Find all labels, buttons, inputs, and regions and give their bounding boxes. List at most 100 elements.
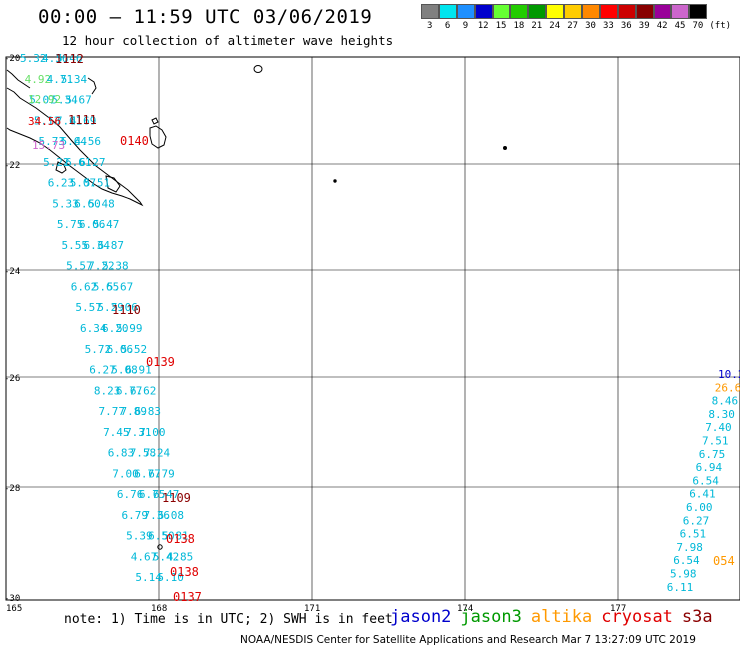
wave-height-label: 5.57 xyxy=(66,260,93,273)
wave-height-label: 5.65 xyxy=(93,280,120,293)
satellite-cryosat: cryosat xyxy=(601,607,673,627)
wave-height-label: 6.20 xyxy=(102,322,129,335)
wave-height-label: 6.51 xyxy=(680,528,707,541)
legend-label-42: 42 xyxy=(656,21,668,31)
wave-height-label: 5.72 xyxy=(85,343,112,356)
pass-time-label: 0139 xyxy=(146,355,175,369)
pass-time-label: 0138 xyxy=(166,532,195,546)
legend-label-6: 6 xyxy=(444,21,451,31)
wave-height-label: 5.99 xyxy=(116,322,143,335)
legend-swatch-36 xyxy=(617,4,636,19)
pass-time-label: 1109 xyxy=(162,491,191,505)
wave-height-label: 5.42 xyxy=(153,550,180,563)
legend-label-33: 33 xyxy=(603,21,614,31)
wave-height-label-green: 12.92 xyxy=(28,93,61,106)
lon-tick-label: 177 xyxy=(610,604,626,614)
island-mare xyxy=(55,161,67,174)
legend-label-18: 18 xyxy=(513,21,525,31)
satellite-track-east: 10.226.68.468.307.407.516.756.946.546.41… xyxy=(667,368,740,594)
wave-height-label: 7.89 xyxy=(120,405,147,418)
legend-swatch-45 xyxy=(671,4,690,19)
pass-time-label: 0137 xyxy=(173,590,202,604)
legend-label-3: 3 xyxy=(427,21,433,31)
satellite-jason3: jason3 xyxy=(460,607,522,627)
wave-height-label: 5.64 xyxy=(60,135,87,148)
wave-height-label: 6.27 xyxy=(79,156,106,169)
wave-height-label: 5.57 xyxy=(75,301,102,314)
wave-height-label: 5.33 xyxy=(52,197,79,210)
lat-tick-label: -28 xyxy=(4,484,20,494)
wave-height-label: 5.38 xyxy=(102,260,128,273)
wave-height-label: 5.46 xyxy=(56,52,83,65)
wave-height-label: 5.14 xyxy=(135,571,162,584)
wave-height-label: 5.98 xyxy=(670,568,697,581)
legend-label-70: 70 xyxy=(692,21,704,31)
wave-height-label: 7.00 xyxy=(112,467,139,480)
wave-height-legend: 3 6 9 12 15 18 21 24 27 30 33 36 39 42 45 70 (ft) xyxy=(421,4,731,33)
map-title: 00:00 — 11:59 UTC 03/06/2019 xyxy=(38,6,373,28)
wave-height-label: 6.34 xyxy=(80,322,107,335)
special-labels: 34.56 15.73 12.92 xyxy=(28,93,65,152)
wave-height-label: 8.23 xyxy=(94,384,121,397)
wave-height-label-red: 34.56 xyxy=(28,115,61,128)
legend-swatch-6 xyxy=(438,4,457,19)
wave-height-label: 6.47 xyxy=(153,488,180,501)
legend-swatch-18 xyxy=(510,4,529,19)
wave-height-label: 6.79 xyxy=(148,467,175,480)
wave-height-label: 6.54 xyxy=(692,474,719,487)
note-text: note: 1) Time is in UTC; 2) SWH is in fe… xyxy=(64,612,393,627)
lon-tick-label: 174 xyxy=(457,604,473,614)
legend-swatch-24 xyxy=(546,4,565,19)
wave-height-label: 7.00 xyxy=(139,426,166,439)
wave-height-label: 6.11 xyxy=(667,581,694,594)
wave-height-label: 5.48 xyxy=(88,197,115,210)
wave-height-label: 5.47 xyxy=(93,218,120,231)
legend-label-21: 21 xyxy=(531,21,543,31)
wave-height-label: 7.98 xyxy=(676,541,703,554)
wave-height-label: 6.62 xyxy=(71,280,98,293)
wave-height-label: 4.69 xyxy=(70,114,97,127)
wave-height-label: 4.56 xyxy=(74,135,101,148)
wave-height-label: 5.08 xyxy=(111,364,138,377)
satellite-jason2: jason2 xyxy=(390,607,452,627)
wave-height-label: 26.6 xyxy=(715,381,740,394)
coastline xyxy=(6,65,507,550)
legend-swatch-9 xyxy=(456,4,475,19)
wave-height-label: 6.61 xyxy=(65,156,92,169)
wave-height-label: 7.77 xyxy=(98,405,125,418)
wave-height-label: 6.34 xyxy=(84,239,111,252)
wave-height-label: 5.32 xyxy=(20,52,47,65)
footer-credit: NOAA/NESDIS Center for Satellite Applica… xyxy=(240,634,696,646)
reef-north xyxy=(6,69,31,89)
wave-height-label: 4.92 xyxy=(25,73,52,86)
wave-height-label: 8.46 xyxy=(712,395,739,408)
wave-height-label: 7.24 xyxy=(144,447,171,460)
legend-label-39: 39 xyxy=(638,21,650,31)
legend-label-36: 36 xyxy=(620,21,632,31)
wave-height-label: 5.75 xyxy=(57,218,84,231)
wave-height-label: 10.2 xyxy=(718,368,740,381)
wave-height-label: 5.73 xyxy=(38,135,65,148)
islet-norfolk xyxy=(157,544,163,550)
wave-height-label: 6.91 xyxy=(125,364,152,377)
wave-height-label: 7.36 xyxy=(144,509,171,522)
legend-swatch-39 xyxy=(635,4,654,19)
legend-unit: (ft) xyxy=(709,21,732,31)
wave-height-label: 6.00 xyxy=(686,501,713,514)
wave-height-label: 8.30 xyxy=(708,408,735,421)
island-lifou xyxy=(149,125,167,149)
lat-tick-label: -30 xyxy=(4,594,20,604)
wave-height-label: 5.07 xyxy=(70,177,97,190)
map-frame xyxy=(5,56,740,601)
island-matthew xyxy=(253,65,263,73)
wave-height-label: 5.51 xyxy=(84,177,111,190)
lon-tick-label: 165 xyxy=(6,604,22,614)
lat-tick-label: -24 xyxy=(4,267,20,277)
legend-swatch-12 xyxy=(474,4,493,19)
pass-time-label: 0138 xyxy=(170,565,199,579)
wave-height-label: 4.71 xyxy=(47,73,74,86)
wave-height-label: 6.83 xyxy=(134,405,161,418)
lat-tick-label: -22 xyxy=(4,161,20,171)
wave-height-label: 5.55 xyxy=(62,239,89,252)
